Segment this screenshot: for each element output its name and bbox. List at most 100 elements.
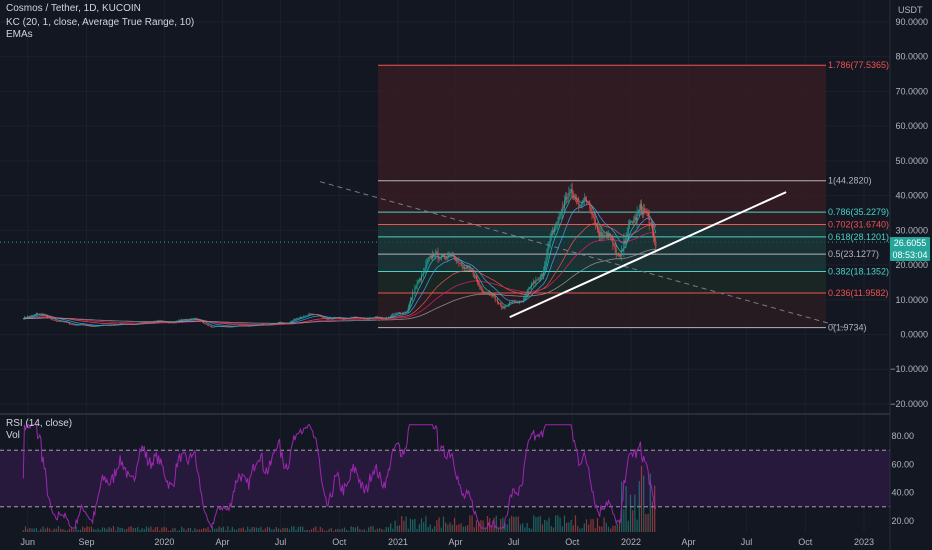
candle-body (468, 267, 470, 268)
candle-body (470, 268, 472, 271)
candle-body (40, 313, 42, 315)
support-trend-line[interactable] (509, 191, 787, 319)
vol-legend[interactable]: Vol (6, 430, 20, 441)
price-axis[interactable]: 90.0000 80.0000 70.0000 60.0000 50.0000 40.00… (889, 0, 932, 550)
symbol-legend[interactable]: Cosmos / Tether, 1D, KUCOIN (6, 3, 141, 14)
candle-body (176, 321, 178, 322)
candle-body (362, 318, 364, 319)
candle-body (427, 260, 429, 262)
volume-bar (535, 517, 537, 532)
candle-body (494, 296, 496, 300)
volume-bar (599, 526, 601, 532)
candle-body (639, 204, 641, 210)
kc-legend[interactable]: KC (20, 1, close, Average True Range, 10… (6, 17, 195, 28)
candle-body (521, 301, 523, 302)
candle-body (353, 316, 355, 318)
candle-body (540, 274, 542, 277)
volume-bar (73, 529, 75, 532)
candle-body (628, 222, 630, 226)
candle-body (251, 325, 253, 326)
fib-zone (378, 292, 826, 328)
candle-body (108, 325, 110, 326)
volume-bar (62, 529, 64, 532)
volume-bar (141, 528, 143, 532)
volume-bar (409, 518, 412, 532)
volume-bar (339, 529, 341, 532)
candle-body (532, 284, 534, 285)
candle-body (78, 324, 80, 326)
candle-body (293, 319, 295, 321)
candle-body (451, 253, 453, 255)
volume-bar (152, 529, 154, 532)
candle-body (342, 318, 344, 320)
volume-bar (502, 517, 504, 532)
candle-body (516, 302, 518, 303)
candle-body (410, 300, 411, 304)
candle-body (202, 321, 204, 323)
volume-bar (616, 523, 618, 532)
volume-bar (462, 526, 464, 532)
currency-label[interactable]: USDT (898, 5, 923, 15)
volume-bar (79, 529, 82, 532)
volume-bar (328, 528, 330, 532)
volume-bar (68, 528, 71, 532)
fib-retracement[interactable]: 1.786(77.5365) 1(44.2820) 0.786(35.2279) 0.… (378, 60, 889, 333)
candle-body (614, 245, 616, 250)
candle-body (368, 318, 370, 320)
candle-body (127, 324, 129, 325)
candle-body (604, 235, 606, 237)
candle-body (66, 322, 68, 323)
candle-body (237, 325, 239, 327)
time-tick-label: Oct (798, 537, 813, 547)
candle-body (435, 251, 437, 257)
candle-body (407, 306, 409, 311)
volume-bar (262, 530, 264, 532)
candle-body (555, 226, 557, 228)
volume-bar (233, 529, 236, 532)
candle-body (565, 197, 567, 201)
candle-body (144, 322, 146, 323)
candle-body (168, 322, 169, 323)
candle-body (37, 313, 39, 315)
candle-body (341, 318, 343, 319)
candle-body (598, 229, 600, 232)
volume-bar (236, 529, 238, 532)
fib-level-label: 0.786(35.2279) (828, 207, 889, 217)
rsi-legend[interactable]: RSI (14, close) (6, 418, 73, 429)
candle-body (120, 323, 122, 325)
candle-body (566, 197, 568, 200)
candle-body (242, 325, 244, 327)
volume-bar (376, 528, 379, 532)
candle-body (488, 292, 490, 294)
candle-body (39, 313, 41, 315)
volume-bar (627, 520, 629, 532)
candle-body (283, 322, 285, 324)
volume-bar (159, 530, 161, 532)
candle-body (149, 322, 151, 323)
candle-body (256, 324, 257, 326)
candle-body (518, 301, 520, 303)
volume-bar (590, 519, 592, 532)
candle-body (653, 231, 655, 237)
volume-bar (643, 475, 645, 532)
candle-body (204, 323, 206, 324)
candle-body (419, 279, 421, 281)
candle-body (71, 324, 73, 325)
candle-body (465, 267, 466, 269)
candle-body (637, 211, 639, 214)
dashed-trend-line[interactable] (319, 181, 845, 329)
candle-body (183, 319, 185, 320)
volume-bar (288, 529, 291, 532)
emas-legend[interactable]: EMAs (6, 29, 33, 40)
volume-bar (605, 522, 607, 532)
candle-body (548, 243, 550, 248)
candle-body (216, 326, 218, 327)
volume-bar (66, 530, 68, 532)
candle-body (89, 326, 91, 327)
candle-body (513, 301, 515, 302)
volume-bar (192, 530, 194, 532)
time-axis[interactable]: Jun Sep 2020 Apr Jul Oct 2021 Apr Jul Oct 2022 Apr J… (20, 537, 874, 547)
volume-bar (561, 526, 563, 532)
candle-body (418, 279, 420, 282)
